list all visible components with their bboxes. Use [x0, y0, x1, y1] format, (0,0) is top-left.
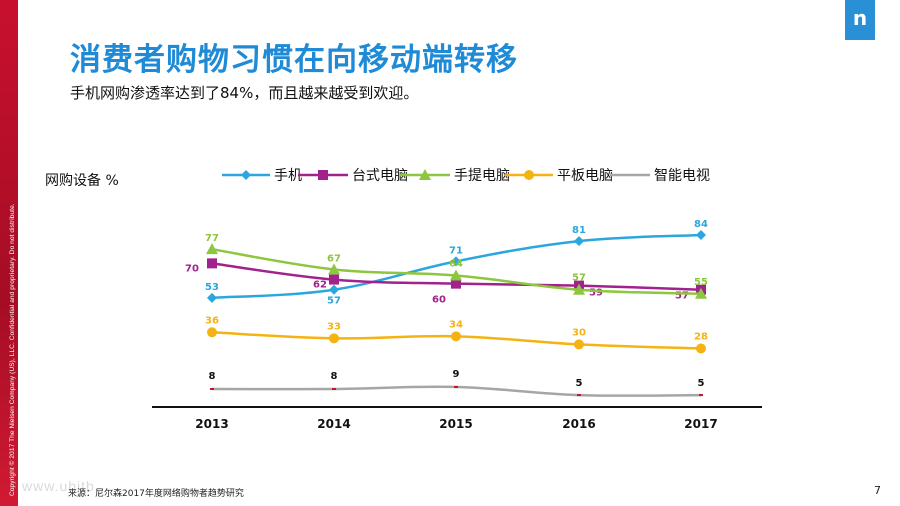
- legend-label-4: 平板电脑: [557, 168, 613, 184]
- data-label-3-3: 64: [449, 259, 463, 270]
- data-point-3-1: [206, 243, 218, 255]
- data-point-3-4: [573, 283, 585, 295]
- legend-entry-2: 台式电脑: [298, 168, 408, 184]
- legend-marker-1: [241, 170, 251, 180]
- series-line-5: [211, 385, 702, 397]
- data-label-1-3: 71: [449, 245, 463, 256]
- data-label-4-4: 30: [572, 327, 586, 338]
- data-point-1-2: [329, 284, 339, 295]
- data-label-1-1: 53: [205, 282, 219, 293]
- y-axis-label: 网购设备 %: [45, 173, 119, 189]
- data-label-1-2: 57: [327, 296, 341, 307]
- data-label-2-5: 57: [675, 291, 689, 302]
- data-label-4-2: 33: [327, 321, 341, 332]
- data-label-3-4: 57: [572, 273, 586, 284]
- data-label-4-1: 36: [205, 315, 219, 326]
- data-label-2-2: 62: [313, 280, 327, 291]
- legend-label-3: 手提电脑: [454, 168, 510, 184]
- legend-label-2: 台式电脑: [352, 168, 408, 184]
- data-point-5-4: [577, 394, 581, 397]
- data-point-4-3: [451, 331, 461, 342]
- data-label-2-3: 60: [432, 295, 446, 306]
- data-point-4-5: [696, 343, 706, 354]
- data-label-1-5: 84: [694, 219, 708, 230]
- data-label-2-1: 70: [185, 263, 199, 274]
- nielsen-logo: n: [845, 0, 875, 40]
- x-tick-label-2: 2014: [317, 417, 350, 431]
- data-point-5-5: [699, 394, 703, 397]
- data-point-2-3: [451, 278, 461, 289]
- data-label-5-2: 8: [331, 371, 338, 382]
- x-tick-label-4: 2016: [562, 417, 595, 431]
- data-label-3-1: 77: [205, 233, 219, 244]
- data-point-1-5: [696, 230, 706, 240]
- legend-label-5: 智能电视: [654, 168, 710, 184]
- series-3: 77 67 64 57 55: [205, 233, 708, 299]
- data-label-4-3: 34: [449, 319, 463, 330]
- legend-entry-3: 手提电脑: [400, 168, 510, 184]
- page-number: 7: [874, 484, 881, 497]
- data-label-4-5: 28: [694, 331, 708, 342]
- data-label-5-5: 5: [698, 378, 705, 389]
- x-axis-ticks: 2013 2014 2015 2016 2017: [195, 417, 717, 431]
- data-point-1-3: [451, 256, 461, 267]
- legend-marker-2: [318, 170, 328, 180]
- logo-letter: n: [852, 6, 868, 30]
- data-label-3-2: 67: [327, 253, 341, 264]
- legend-entry-1: 手机: [222, 168, 302, 184]
- legend-entry-5: 智能电视: [610, 168, 710, 184]
- data-point-3-2: [328, 263, 340, 275]
- data-label-5-1: 8: [209, 371, 216, 382]
- brand-side-strip: [0, 0, 18, 506]
- slide-title: 消费者购物习惯在向移动端转移: [70, 42, 518, 78]
- source-note: 来源：尼尔森2017年度网络购物者趋势研究: [68, 489, 244, 499]
- data-point-4-2: [329, 333, 339, 344]
- data-point-4-1: [207, 327, 217, 338]
- legend-marker-3: [419, 169, 431, 180]
- data-label-5-3: 9: [453, 369, 460, 380]
- data-point-5-3: [454, 385, 458, 388]
- legend-label-1: 手机: [274, 168, 302, 184]
- data-label-5-4: 5: [576, 378, 583, 389]
- x-tick-label-3: 2015: [439, 417, 472, 431]
- data-point-4-4: [574, 339, 584, 350]
- legend-marker-4: [524, 170, 534, 180]
- data-label-1-4: 81: [572, 225, 586, 236]
- legend-entry-4: 平板电脑: [505, 168, 613, 184]
- x-tick-label-5: 2017: [684, 417, 717, 431]
- data-label-2-4: 59: [589, 288, 603, 299]
- data-point-3-3: [450, 269, 462, 281]
- slide-subtitle: 手机网购渗透率达到了84%，而且越来越受到欢迎。: [70, 84, 419, 102]
- chart-legend: 手机 台式电脑 手提电脑 平板电脑 智能电视: [222, 168, 710, 184]
- data-point-1-4: [574, 236, 584, 247]
- x-tick-label-1: 2013: [195, 417, 228, 431]
- series-4: 36 33 34 30 28: [205, 315, 708, 354]
- data-label-3-5: 55: [694, 277, 708, 288]
- data-point-2-1: [207, 258, 217, 269]
- series-5: 8 8 9 5 5: [209, 369, 705, 397]
- data-point-3-5: [695, 287, 707, 299]
- watermark: www.ubitb...: [22, 478, 110, 494]
- data-point-1-1: [207, 292, 217, 303]
- data-point-5-2: [332, 388, 336, 390]
- series-1: 53 57 71 81 84: [205, 219, 708, 307]
- data-point-5-1: [210, 388, 214, 390]
- data-point-2-2: [329, 274, 339, 285]
